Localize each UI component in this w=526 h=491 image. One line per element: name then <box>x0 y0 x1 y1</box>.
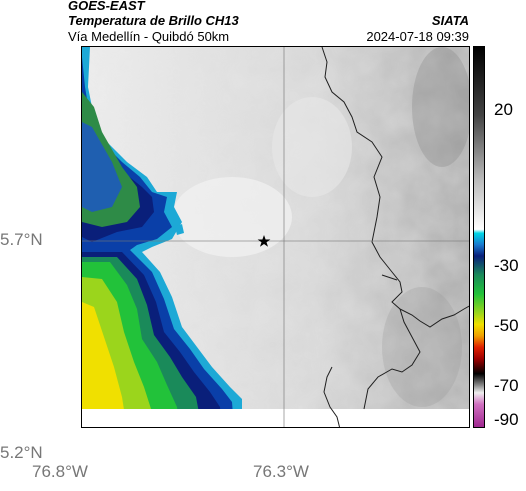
x-tick-label: 76.3°W <box>253 462 309 481</box>
colorbar-tick-label: 20 <box>494 100 513 119</box>
colorbar-tick-label: -30 <box>494 256 519 275</box>
colorbar <box>473 46 485 428</box>
location-label: Vía Medellín - Quibdó 50km <box>68 29 230 44</box>
colorbar-gradient <box>474 47 484 427</box>
colorbar-tick-label: -50 <box>494 316 519 335</box>
map-image <box>82 47 469 427</box>
x-tick-label: 76.8°W <box>32 462 88 481</box>
location-star-icon <box>257 235 271 247</box>
source-title: GOES-EAST <box>68 0 145 13</box>
org-name: SIATA <box>431 13 469 28</box>
colorbar-tick-label: -90 <box>494 410 519 429</box>
y-tick-label: 5.2°N <box>0 443 43 462</box>
product-title: Temperatura de Brillo CH13 <box>68 13 239 28</box>
colorbar-tick-label: -70 <box>494 376 519 395</box>
y-tick-label: 5.7°N <box>0 230 43 249</box>
datetime-label: 2024-07-18 09:39 <box>366 29 469 44</box>
satellite-map <box>81 46 470 428</box>
